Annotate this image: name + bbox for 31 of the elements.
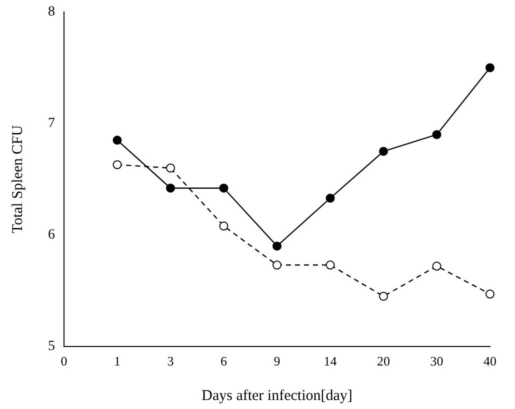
x-tick-label: 1 [114, 354, 120, 369]
x-axis-title: Days after infection[day] [202, 388, 352, 404]
point [432, 130, 442, 140]
y-tick-label: 7 [48, 116, 55, 132]
x-tick-label: 9 [274, 354, 280, 369]
point [486, 63, 494, 72]
y-axis-title: Total Spleen CFU [10, 124, 26, 234]
x-tick-label: 20 [377, 354, 390, 369]
x-tick-label: 40 [484, 354, 496, 369]
point [166, 164, 175, 173]
point [272, 242, 282, 251]
point [432, 262, 442, 271]
y-tick-label: 6 [48, 228, 55, 243]
x-tick-label: 30 [430, 354, 444, 369]
y-tick-label: 5 [48, 339, 55, 354]
point [112, 160, 122, 170]
point [486, 290, 494, 299]
point [326, 194, 335, 203]
x-tick-label: 3 [167, 354, 174, 369]
point [379, 146, 388, 156]
point [219, 184, 228, 193]
point [326, 260, 335, 270]
y-tick-label: 8 [48, 4, 55, 20]
x-tick-label: 0 [60, 354, 68, 369]
x-tick-label: 14 [324, 354, 338, 369]
point [112, 136, 122, 145]
x-tick-label: 6 [220, 354, 228, 369]
point [272, 260, 282, 270]
point [379, 292, 388, 301]
point [166, 184, 175, 193]
point [219, 222, 228, 231]
